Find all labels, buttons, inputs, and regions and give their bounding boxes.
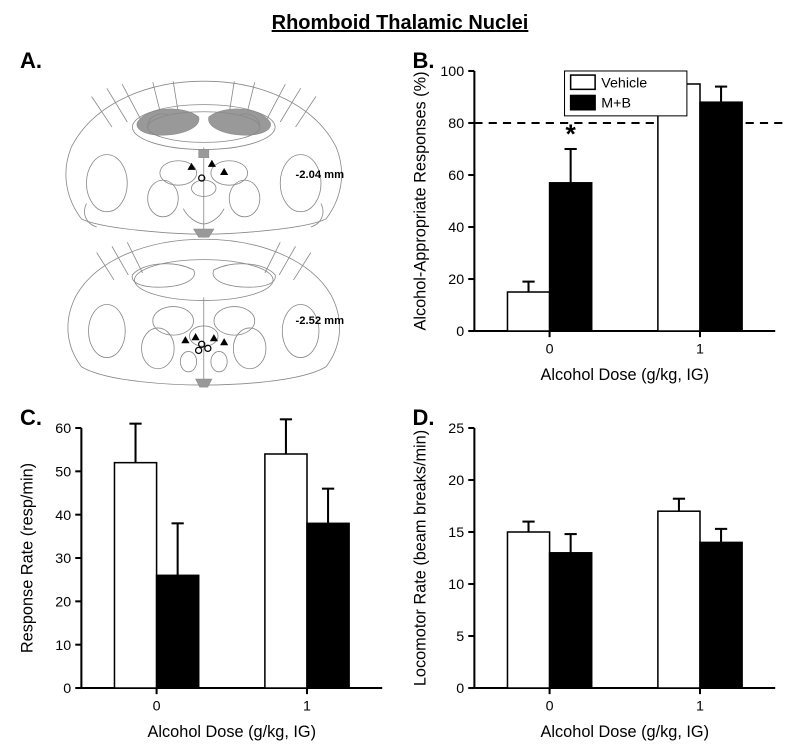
svg-text:25: 25 [448,421,464,437]
svg-text:40: 40 [448,220,464,236]
svg-text:80: 80 [448,116,464,132]
svg-text:Locomotor Rate (beam breaks/mi: Locomotor Rate (beam breaks/min) [411,430,429,686]
svg-text:1: 1 [696,341,704,357]
coord-label-1: -2.04 mm [296,169,345,181]
svg-text:0: 0 [456,681,464,697]
svg-text:40: 40 [55,507,71,523]
svg-text:1: 1 [303,698,311,714]
figure-title: Rhomboid Thalamic Nuclei [0,0,800,43]
svg-text:15: 15 [448,525,464,541]
svg-text:Alcohol-Appropriate Responses: Alcohol-Appropriate Responses (%) [411,71,429,330]
svg-text:100: 100 [440,64,464,80]
panel-C-label: C. [20,405,42,431]
chart-D: 0510152025Locomotor Rate (beam breaks/mi… [403,400,791,752]
svg-text:*: * [565,119,576,149]
svg-text:20: 20 [448,473,464,489]
svg-text:5: 5 [456,629,464,645]
svg-text:1: 1 [696,698,704,714]
svg-text:0: 0 [545,341,553,357]
svg-text:10: 10 [55,637,71,653]
svg-text:0: 0 [545,698,553,714]
svg-text:0: 0 [153,698,161,714]
panel-C: C. 0102030405060Response Rate (resp/min)… [10,400,398,752]
svg-text:60: 60 [55,421,71,437]
panel-D-label: D. [413,405,435,431]
svg-text:0: 0 [63,681,71,697]
svg-text:Response Rate (resp/min): Response Rate (resp/min) [18,463,36,653]
svg-text:0: 0 [456,324,464,340]
brain-diagram: -2.04 mm [10,43,398,395]
svg-text:Alcohol Dose (g/kg, IG): Alcohol Dose (g/kg, IG) [540,366,708,384]
panel-A: A. [10,43,398,395]
svg-text:30: 30 [55,551,71,567]
svg-text:60: 60 [448,168,464,184]
svg-text:20: 20 [448,272,464,288]
svg-text:M+B: M+B [601,96,631,112]
panel-B: B. 0 20 40 60 80 100 Alcohol-Appropriate Respo… [403,43,791,395]
panel-A-label: A. [20,48,42,74]
chart-B: 0 20 40 60 80 100 Alcohol-Appropriate Response… [403,43,791,395]
svg-text:10: 10 [448,577,464,593]
svg-text:50: 50 [55,464,71,480]
coord-label-2: -2.52 mm [296,315,345,327]
svg-text:Vehicle: Vehicle [601,75,647,91]
panels-grid: A. [0,43,800,733]
svg-text:20: 20 [55,594,71,610]
panel-B-label: B. [413,48,435,74]
svg-text:Alcohol Dose (g/kg, IG): Alcohol Dose (g/kg, IG) [148,723,316,741]
chart-C: 0102030405060Response Rate (resp/min)Alc… [10,400,398,752]
panel-D: D. 0510152025Locomotor Rate (beam breaks… [403,400,791,752]
svg-text:Alcohol Dose (g/kg, IG): Alcohol Dose (g/kg, IG) [540,723,708,741]
